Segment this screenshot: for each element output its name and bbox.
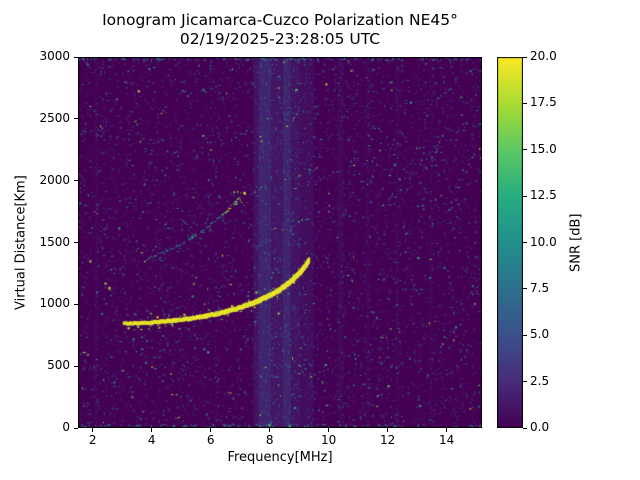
y-tick-label: 1500 [39, 234, 70, 249]
colorbar-tick-label: 20.0 [530, 49, 557, 63]
chart-title-line1: Ionogram Jicamarca-Cuzco Polarization NE… [102, 11, 458, 29]
colorbar-tick-label: 2.5 [530, 373, 550, 388]
x-tick-label: 10 [321, 433, 337, 447]
colorbar-tick-label: 7.5 [530, 280, 550, 295]
x-tick-label: 2 [88, 433, 97, 447]
y-axis-label: Virtual Distance[Km] [13, 175, 29, 310]
y-tick-label: 0 [62, 420, 70, 434]
colorbar-tick-label: 5.0 [530, 327, 550, 342]
y-tick-mark [74, 242, 78, 243]
chart-title: Ionogram Jicamarca-Cuzco Polarization NE… [78, 11, 482, 49]
x-tick-mark [210, 428, 212, 432]
colorbar-tick-mark [523, 149, 527, 151]
y-tick-label: 500 [47, 358, 70, 373]
colorbar-tick-mark [523, 381, 527, 383]
x-tick-mark [269, 428, 271, 432]
y-tick-mark [74, 427, 78, 429]
colorbar-tick-label: 10.0 [530, 234, 557, 249]
colorbar-tick-mark [523, 102, 527, 104]
colorbar-tick-mark [523, 288, 527, 290]
colorbar-tick-mark [523, 427, 527, 429]
x-tick-label: 4 [147, 433, 156, 447]
x-tick-label: 12 [379, 433, 396, 447]
y-tick-mark [74, 56, 78, 58]
x-tick-label: 6 [206, 433, 215, 447]
colorbar-tick-mark [523, 242, 527, 243]
colorbar-tick-mark [523, 195, 527, 197]
x-tick-mark [328, 428, 330, 432]
colorbar-tick-mark [523, 334, 527, 336]
colorbar-label: SNR [dB] [568, 213, 584, 272]
colorbar-tick-label: 17.5 [530, 95, 557, 110]
chart-title-line2: 02/19/2025-23:28:05 UTC [179, 30, 381, 48]
x-tick-mark [92, 428, 94, 432]
colorbar-tick-mark [523, 56, 527, 58]
colorbar-tick-label: 0.0 [530, 420, 550, 434]
x-tick-label: 8 [265, 433, 274, 447]
ionogram-heatmap [78, 57, 482, 428]
x-tick-mark [446, 428, 448, 432]
x-tick-label: 14 [438, 433, 455, 447]
x-axis-label: Frequency[MHz] [227, 450, 333, 465]
y-tick-label: 3000 [39, 49, 70, 63]
y-tick-label: 2000 [39, 172, 70, 187]
colorbar-tick-label: 15.0 [530, 141, 557, 156]
y-tick-mark [74, 303, 78, 305]
y-tick-mark [74, 180, 78, 182]
x-tick-mark [151, 428, 153, 432]
y-tick-label: 1000 [39, 296, 70, 311]
y-tick-label: 2500 [39, 110, 70, 125]
x-tick-mark [387, 428, 389, 432]
colorbar-tick-label: 12.5 [530, 188, 557, 203]
y-tick-mark [74, 118, 78, 120]
y-tick-mark [74, 365, 78, 367]
colorbar [497, 57, 523, 428]
